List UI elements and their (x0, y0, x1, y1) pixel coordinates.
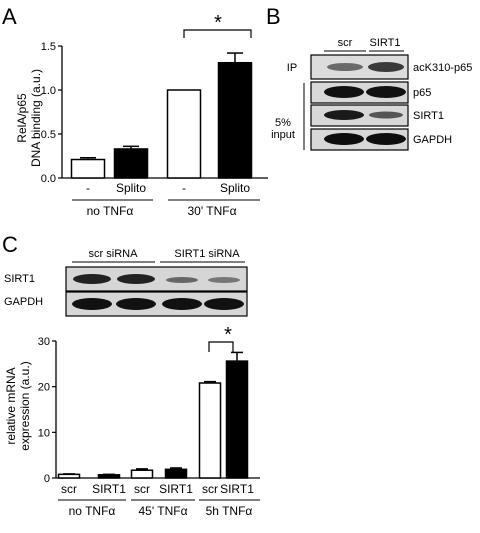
panel-c-chart: relative mRNA expression (a.u.) * scr SI… (4, 324, 260, 518)
panel-c-bar (164, 468, 188, 479)
panel-a-chart: RelA/p65 DNA binding (a.u.) * - Splito -… (15, 12, 268, 218)
band-label-ack310-p65: acK310-p65 (413, 62, 472, 74)
panel-b-letter: B (266, 4, 281, 29)
panel-c-bar-label-6: SIRT1 (220, 482, 254, 496)
panel-c-bar-label-3: scr (134, 482, 150, 496)
band-ack-sirt1 (368, 62, 404, 72)
panel-a-ylabel-line2: DNA binding (a.u.) (29, 69, 43, 167)
blot-row-label-sirt1: SIRT1 (4, 273, 35, 285)
panel-c-letter: C (2, 232, 18, 257)
band-c-gapdh-3 (162, 298, 202, 310)
blot-header-sirt1-sirna: SIRT1 siRNA (174, 248, 240, 260)
panel-c-group-label-1: no TNFα (69, 504, 116, 518)
panel-c-bar-label-1: scr (61, 482, 77, 496)
band-c-sirt1-3 (166, 277, 198, 283)
panel-a-bar (113, 148, 149, 179)
band-c-gapdh-2 (116, 298, 156, 310)
panel-c-bar (225, 360, 249, 479)
ip-label: IP (287, 62, 297, 74)
panel-a-bar-label-1: - (86, 181, 90, 195)
panel-a-sig-star: * (214, 12, 222, 34)
band-label-p65: p65 (413, 87, 431, 99)
blot-row-label-gapdh: GAPDH (4, 296, 43, 308)
panel-c-bar (130, 469, 154, 479)
band-c-gapdh-1 (72, 298, 112, 310)
panel-c-bar-label-5: scr (202, 482, 218, 496)
panel-b-western-blot: scr SIRT1 IP 5% input acK310-p65 p65 SIR… (271, 37, 472, 151)
panel-a-bar (166, 89, 202, 179)
band-label-gapdh: GAPDH (413, 134, 452, 146)
band-gapdh-scr (324, 133, 364, 145)
panel-a-ytick-label: 0.5 (41, 129, 56, 141)
panel-a-bar-label-2: Splito (116, 181, 146, 195)
panel-a-sig-bracket (183, 29, 252, 38)
band-c-sirt1-2 (117, 274, 155, 284)
band-c-sirt1-4 (208, 277, 240, 283)
panel-c-ytick-label: 20 (38, 382, 50, 394)
panel-a-ylabel-line1: RelA/p65 (15, 93, 29, 143)
panel-c-western-blot: scr siRNA SIRT1 siRNA SIRT1 GAPDH (4, 248, 248, 317)
panel-a-letter: A (2, 4, 17, 29)
panel-c-group-label-3: 5h TNFα (206, 504, 253, 518)
panel-c-bar (57, 473, 81, 479)
panel-c-bar-label-4: SIRT1 (159, 482, 193, 496)
lane-label-scr: scr (338, 37, 353, 49)
panel-c-ylabel-line1: relative mRNA (4, 367, 18, 444)
panel-c-ytick-label: 30 (38, 336, 50, 348)
band-label-sirt1: SIRT1 (413, 110, 444, 122)
band-ack-scr (327, 63, 363, 71)
panel-c-group-label-2: 45' TNFα (138, 504, 187, 518)
input-label-line1: 5% (275, 117, 291, 129)
band-p65-sirt1 (366, 86, 406, 98)
panel-c-sig-star: * (224, 324, 232, 346)
input-label-line2: input (271, 129, 295, 141)
band-c-sirt1-1 (73, 274, 111, 284)
band-gapdh-sirt1 (366, 133, 406, 145)
panel-a-bar-label-3: - (182, 181, 186, 195)
panel-a-group-label-2: 30' TNFα (187, 204, 236, 218)
band-p65-scr (324, 86, 364, 98)
panel-c-ytick-label: 0 (44, 473, 50, 485)
panel-c-ylabel-line2: expression (a.u.) (18, 361, 32, 450)
panel-a-ytick-label: 0.0 (41, 173, 56, 185)
panel-c-sig-bracket (208, 341, 234, 352)
band-sirt1-sirt1 (369, 111, 403, 119)
blot-header-scr-sirna: scr siRNA (89, 248, 139, 260)
lane-label-sirt1: SIRT1 (370, 37, 401, 49)
panel-c-bar (97, 474, 121, 479)
panel-a-group-label-1: no TNFα (87, 204, 134, 218)
panel-c-bar-label-2: SIRT1 (92, 482, 126, 496)
panel-c-bar (198, 382, 222, 479)
band-c-gapdh-4 (204, 298, 244, 310)
panel-a-bar (217, 61, 253, 179)
panel-a-ytick-label: 1.0 (41, 85, 56, 97)
panel-c-ytick-label: 10 (38, 427, 50, 439)
band-sirt1-scr (324, 110, 364, 120)
panel-a-bar (70, 158, 106, 179)
panel-a-bar-label-4: Splito (220, 181, 250, 195)
panel-a-ytick-label: 1.5 (41, 41, 56, 53)
